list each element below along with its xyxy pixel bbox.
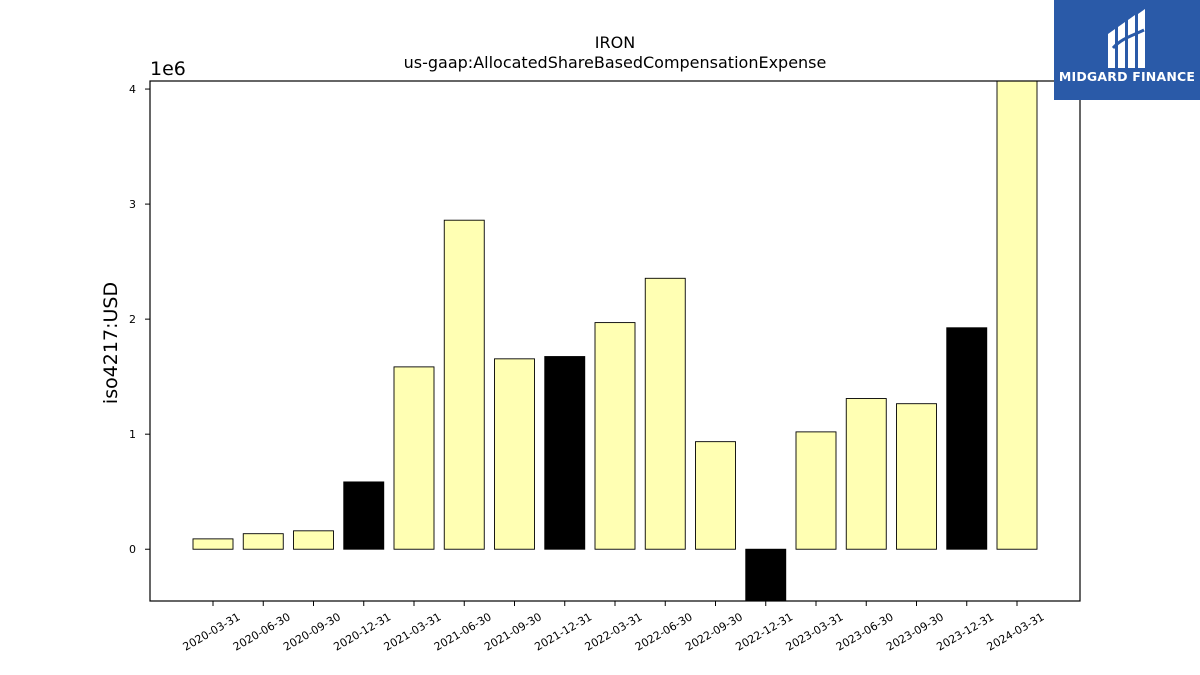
bar: [293, 530, 334, 550]
bar: [745, 548, 787, 602]
y-axis-label: iso4217:USD: [100, 282, 122, 404]
bar: [896, 403, 937, 550]
bar: [946, 327, 988, 550]
bar: [845, 398, 887, 550]
bar: [242, 533, 284, 550]
plot-frame: [149, 80, 1081, 602]
y-offset-label: 1e6: [150, 58, 186, 80]
bar: [494, 358, 535, 550]
midgard-finance-logo: MIDGARD FINANCE: [1054, 0, 1200, 100]
bar: [695, 441, 736, 550]
y-tick-label: 4: [129, 83, 136, 96]
bar: [996, 80, 1038, 550]
bar: [594, 322, 636, 550]
bar: [544, 356, 586, 550]
bar: [644, 277, 686, 550]
logo-text: MIDGARD FINANCE: [1058, 69, 1196, 84]
y-tick-label: 0: [129, 543, 136, 556]
x-tick-label: 2024-03-31: [985, 610, 1047, 653]
y-tick-label: 3: [129, 198, 136, 211]
chart-title: IRON: [595, 33, 635, 52]
bar: [393, 366, 435, 550]
chart-subtitle: us-gaap:AllocatedShareBasedCompensationE…: [404, 53, 827, 72]
y-tick-label: 1: [129, 428, 136, 441]
bar: [795, 431, 837, 550]
bar: [192, 538, 234, 550]
bar: [343, 481, 385, 550]
midgard-logo-icon: [1108, 9, 1145, 68]
y-tick-label: 2: [129, 313, 136, 326]
bar: [443, 219, 485, 550]
